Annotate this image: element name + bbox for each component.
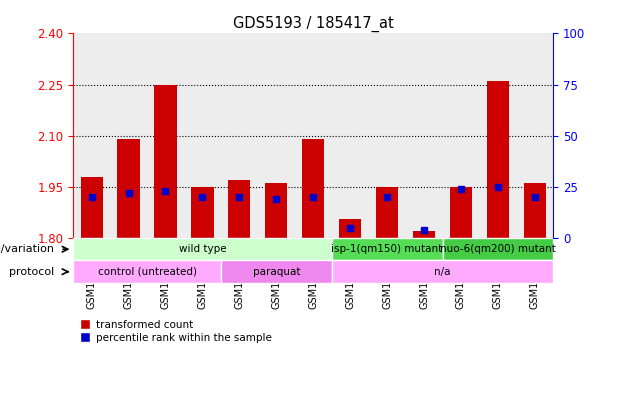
Bar: [302, 139, 324, 238]
Bar: [369, 33, 406, 238]
Bar: [443, 33, 480, 238]
Bar: [294, 33, 332, 238]
Bar: [480, 33, 516, 238]
Bar: [221, 33, 258, 238]
Text: protocol: protocol: [10, 267, 55, 277]
Text: wild type: wild type: [179, 244, 226, 254]
Bar: [524, 184, 546, 238]
Bar: [118, 139, 140, 238]
Bar: [73, 261, 221, 283]
Legend: transformed count, percentile rank within the sample: transformed count, percentile rank withi…: [78, 320, 272, 343]
Bar: [450, 187, 472, 238]
Bar: [221, 261, 332, 283]
Bar: [258, 33, 294, 238]
Bar: [265, 184, 287, 238]
Title: GDS5193 / 185417_at: GDS5193 / 185417_at: [233, 16, 394, 32]
Text: paraquat: paraquat: [252, 267, 300, 277]
Bar: [73, 238, 332, 261]
Bar: [147, 33, 184, 238]
Bar: [191, 187, 214, 238]
Bar: [332, 261, 553, 283]
Text: isp-1(qm150) mutant: isp-1(qm150) mutant: [331, 244, 443, 254]
Bar: [487, 81, 509, 238]
Bar: [228, 180, 251, 238]
Bar: [376, 187, 398, 238]
Bar: [406, 33, 443, 238]
Text: genotype/variation: genotype/variation: [0, 244, 55, 254]
Bar: [516, 33, 553, 238]
Bar: [413, 231, 435, 238]
Text: nuo-6(qm200) mutant: nuo-6(qm200) mutant: [440, 244, 556, 254]
Bar: [332, 238, 443, 261]
Bar: [73, 33, 110, 238]
Bar: [110, 33, 147, 238]
Bar: [339, 219, 361, 238]
Bar: [184, 33, 221, 238]
Bar: [81, 176, 102, 238]
Text: n/a: n/a: [434, 267, 451, 277]
Bar: [443, 238, 553, 261]
Bar: [332, 33, 369, 238]
Bar: [155, 84, 177, 238]
Text: control (untreated): control (untreated): [97, 267, 197, 277]
